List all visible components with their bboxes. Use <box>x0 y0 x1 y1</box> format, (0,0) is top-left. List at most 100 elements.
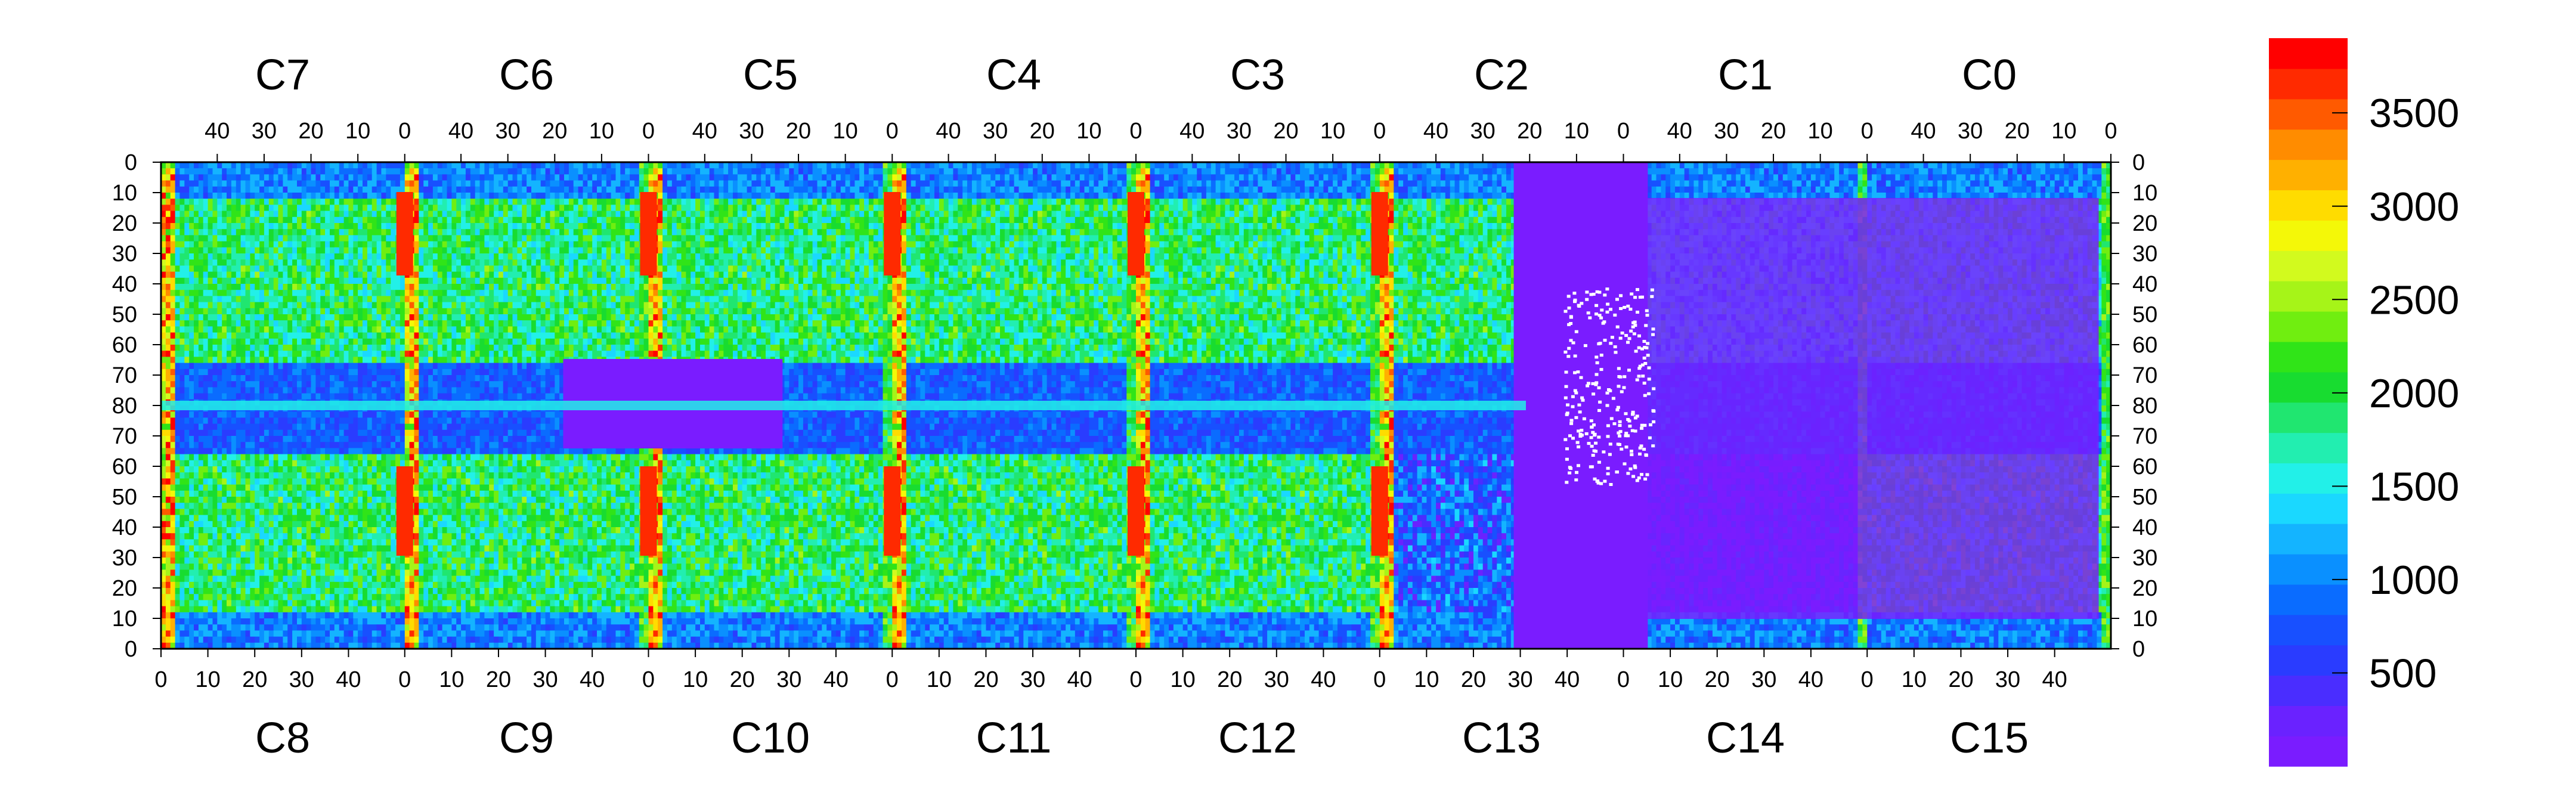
heatmap-cell <box>330 606 335 613</box>
heatmap-cell <box>494 223 499 230</box>
heatmap-cell <box>367 539 373 546</box>
heatmap-cell <box>555 174 560 181</box>
heatmap-cell <box>170 558 176 564</box>
heatmap-cell <box>283 466 288 473</box>
heatmap-cell <box>175 193 181 199</box>
heatmap-cell <box>297 460 307 467</box>
heatmap-cell <box>278 205 283 212</box>
heatmap-cell <box>315 241 321 248</box>
heatmap-cell <box>461 332 471 339</box>
heatmap-cell <box>231 265 242 273</box>
heatmap-cell <box>376 527 382 534</box>
heatmap-cell <box>165 600 171 607</box>
heatmap-cell <box>381 612 386 619</box>
heatmap-cell <box>367 216 377 224</box>
heatmap-cell <box>255 575 260 583</box>
heatmap-cell <box>432 235 438 242</box>
heatmap-cell <box>268 515 274 522</box>
heatmap-cell <box>245 168 250 175</box>
heatmap-cell <box>175 569 181 577</box>
heatmap-cell <box>175 472 181 479</box>
heatmap-cell <box>198 326 204 333</box>
heatmap-cell <box>208 466 213 473</box>
heatmap-cell <box>203 265 209 273</box>
heatmap-cell <box>264 314 270 321</box>
heatmap-cell <box>311 381 316 388</box>
heatmap-cell <box>391 320 396 327</box>
heatmap-cell <box>601 265 607 273</box>
heatmap-cell <box>208 229 213 236</box>
heatmap-cell <box>334 199 340 205</box>
heatmap-cell <box>625 180 630 187</box>
heatmap-cell <box>301 180 307 187</box>
heatmap-cell <box>297 363 307 370</box>
heatmap-cell <box>203 332 209 339</box>
heatmap-cell <box>634 253 645 260</box>
heatmap-cell <box>292 393 302 400</box>
heatmap-cell <box>306 454 312 461</box>
heatmap-cell <box>306 277 312 284</box>
heatmap-cell <box>240 460 246 467</box>
heatmap-cell <box>198 478 204 485</box>
heatmap-cell <box>315 429 321 436</box>
heatmap-cell <box>203 594 213 600</box>
heatmap-cell <box>386 168 401 175</box>
heatmap-cell <box>227 411 232 418</box>
heatmap-cell <box>451 265 457 273</box>
heatmap-cell <box>367 229 382 236</box>
heatmap-cell <box>363 210 368 218</box>
heatmap-cell <box>245 569 250 577</box>
heatmap-cell <box>212 630 218 637</box>
heatmap-cell <box>386 454 396 461</box>
heatmap-cell <box>292 423 298 431</box>
heatmap-cell <box>615 199 621 205</box>
heatmap-cell <box>400 168 405 175</box>
heatmap-cell <box>353 235 358 242</box>
heatmap-cell <box>236 174 242 181</box>
heatmap-cell <box>353 296 358 303</box>
heatmap-cell <box>236 302 242 309</box>
heatmap-cell <box>587 247 593 254</box>
heatmap-cell <box>283 271 288 278</box>
heatmap-cell <box>630 259 635 266</box>
heatmap-cell <box>339 466 345 473</box>
heatmap-cell <box>414 332 419 339</box>
heatmap-cell <box>376 308 382 315</box>
heatmap-cell <box>583 314 588 321</box>
heatmap-cell <box>222 296 232 303</box>
heatmap-cell <box>194 210 199 218</box>
heatmap-cell <box>222 168 227 175</box>
heatmap-cell <box>189 186 194 193</box>
heatmap-cell <box>550 290 555 296</box>
heatmap-cell <box>320 271 326 278</box>
heatmap-cell <box>306 490 316 497</box>
heatmap-cell <box>479 180 485 187</box>
heatmap-cell <box>311 558 316 564</box>
heatmap-cell <box>447 351 452 357</box>
heatmap-cell <box>184 429 190 436</box>
heatmap-cell <box>283 259 288 266</box>
heatmap-cell <box>165 351 171 357</box>
heatmap-cell <box>456 247 462 254</box>
heatmap-cell <box>395 314 401 321</box>
heatmap-cell <box>330 515 335 522</box>
heatmap-cell <box>531 290 537 296</box>
heatmap-cell <box>489 357 494 364</box>
heatmap-cell <box>475 351 481 357</box>
heatmap-cell <box>250 332 255 339</box>
heatmap-cell <box>499 162 513 169</box>
heatmap-cell <box>442 247 448 254</box>
heatmap-cell <box>240 600 246 607</box>
heatmap-cell <box>568 308 574 315</box>
heatmap-cell <box>339 497 345 503</box>
heatmap-cell <box>606 180 612 187</box>
heatmap-cell <box>348 588 354 595</box>
heatmap-cell <box>250 600 255 607</box>
heatmap-cell <box>343 558 349 564</box>
heatmap-cell <box>292 564 298 570</box>
heatmap-cell <box>465 271 471 278</box>
heatmap-cell <box>363 387 373 394</box>
heatmap-cell <box>161 259 166 266</box>
heatmap-cell <box>428 235 434 242</box>
heatmap-cell <box>222 448 227 455</box>
